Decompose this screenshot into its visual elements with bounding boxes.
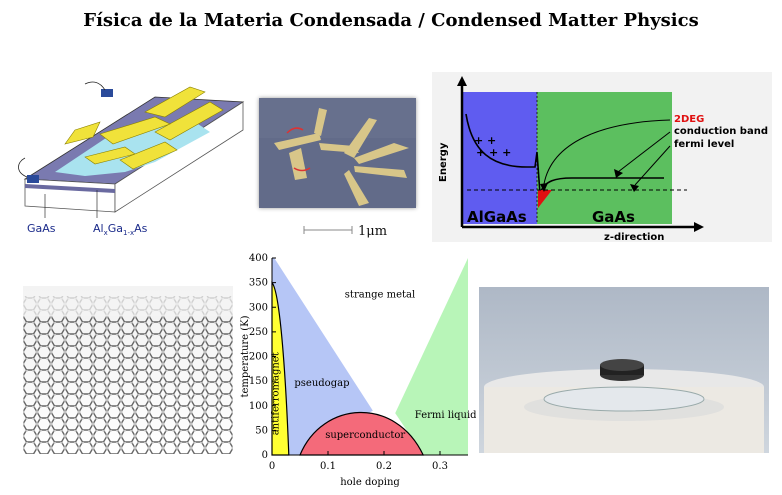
x-axis-label: hole doping — [340, 477, 400, 488]
superconductor-dome — [299, 411, 425, 456]
y-tick-label: 100 — [249, 401, 268, 412]
phase-diagram: 0 0.1 0.2 0.3 0 50 100 150 200 250 300 350 400 hole d… — [240, 253, 476, 488]
region-left-label: AlGaAs — [467, 208, 527, 226]
y-tick-label: 50 — [255, 425, 268, 436]
svg-text:+ +: + + — [474, 134, 496, 147]
layer-label: AlxGa1-xAs — [93, 222, 148, 237]
label-strange-metal: strange metal — [345, 289, 415, 300]
y-tick-label: 300 — [249, 302, 268, 313]
y-tick-label: 350 — [249, 278, 268, 289]
pseudogap-region — [272, 258, 373, 455]
region-right-label: GaAs — [592, 208, 635, 226]
svg-text:+ + +: + + + — [476, 146, 511, 159]
x-axis-label: z-direction — [604, 232, 664, 242]
label-fermi-liquid: Fermi liquid — [415, 410, 476, 421]
x-tick-label: 0.2 — [376, 461, 392, 472]
label-superconductor: superconductor — [325, 430, 405, 441]
y-tick-label: 0 — [262, 450, 268, 461]
x-tick-label: 0.1 — [320, 461, 336, 472]
micrograph — [259, 98, 416, 208]
page-title: Física de la Materia Condensada / Conden… — [83, 10, 699, 31]
label-conduction-band: conduction band — [674, 126, 768, 137]
y-tick-label: 200 — [249, 352, 268, 363]
x-tick-label: 0.3 — [432, 461, 448, 472]
y-tick-label: 400 — [249, 253, 268, 264]
band-diagram: + + + + + 2DEG conduction band fermi lev… — [432, 72, 772, 242]
device-schematic: GaAs AlxGa1-xAs — [18, 81, 245, 237]
fermi-liquid-region — [395, 258, 468, 455]
label-pseudogap: pseudogap — [294, 378, 349, 389]
y-tick-label: 150 — [249, 376, 268, 387]
label-antiferromagnet: antiferromagnet — [271, 352, 282, 435]
y-axis-label: Energy — [438, 142, 449, 182]
label-fermi-level: fermi level — [674, 139, 734, 150]
scale-bar: 1μm — [303, 224, 387, 239]
y-tick-label: 250 — [249, 327, 268, 338]
graphene-render — [23, 286, 233, 454]
x-tick-label: 0 — [269, 461, 275, 472]
y-axis-label: temperature (K) — [240, 315, 251, 397]
label-2deg: 2DEG — [674, 114, 704, 125]
levitation-photo — [479, 287, 769, 453]
scale-label: 1μm — [358, 224, 387, 239]
substrate-label: GaAs — [27, 222, 56, 235]
